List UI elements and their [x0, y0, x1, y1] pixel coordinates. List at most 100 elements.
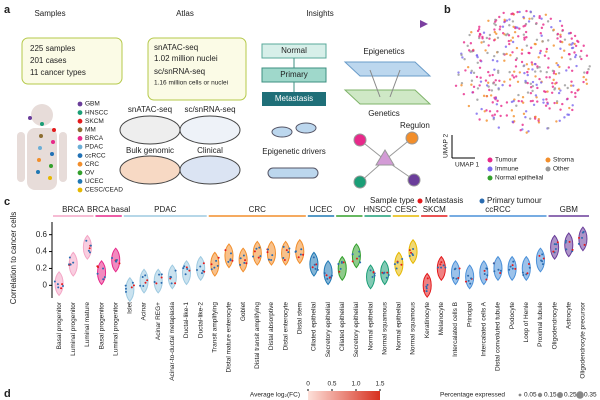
legend-title: Average log₂(FC)	[250, 392, 300, 399]
sample-dot	[115, 259, 118, 262]
umap-point	[529, 46, 533, 49]
organ-dot	[49, 164, 53, 168]
size-dot	[557, 392, 563, 398]
umap-point	[552, 72, 556, 75]
umap-point	[457, 71, 460, 74]
umap-point	[533, 42, 537, 46]
violin	[521, 255, 531, 282]
umap-point	[515, 75, 518, 78]
umap-point	[471, 91, 475, 94]
umap-point	[534, 94, 538, 97]
sample-dot	[158, 273, 161, 276]
umap-point	[570, 90, 573, 94]
umap-point	[480, 107, 483, 111]
umap-point	[583, 71, 586, 74]
sample-dot	[582, 230, 585, 233]
x-tick-label: Luminal progenitor	[112, 301, 119, 356]
color-tick-label: 0	[306, 381, 310, 388]
umap-point	[582, 75, 585, 79]
umap-point	[571, 108, 574, 112]
organ-dot	[38, 146, 42, 150]
umap-point	[497, 126, 501, 129]
data-type-label: snATAC-seq	[128, 105, 172, 114]
umap-point	[468, 33, 471, 37]
sample-dot	[312, 256, 315, 259]
umap-point	[515, 46, 519, 50]
umap-point	[569, 31, 572, 35]
size-dot	[576, 391, 584, 399]
sample-dot	[410, 251, 413, 254]
x-tick-label: Distal convoluted tubule	[495, 302, 502, 371]
violin	[82, 234, 92, 260]
umap-point	[527, 20, 531, 23]
sample-dot	[408, 249, 411, 252]
umap-point	[502, 11, 505, 15]
umap-point	[531, 63, 534, 66]
umap-point	[516, 26, 519, 29]
umap-point	[546, 102, 549, 105]
sample-dot	[542, 257, 545, 260]
sample-dot	[124, 287, 127, 290]
violin	[196, 255, 206, 282]
umap-point	[551, 69, 555, 73]
sample-dot	[69, 263, 72, 266]
legend-label: SKCM	[85, 118, 104, 125]
legend-dot	[487, 175, 493, 181]
sample-dot	[425, 287, 428, 290]
sample-dot	[511, 264, 514, 267]
legend-label: ccRCC	[85, 152, 106, 159]
sample-dot	[372, 271, 375, 274]
sample-dot	[96, 265, 99, 268]
violin	[266, 240, 276, 266]
umap-point	[580, 49, 583, 53]
violin	[465, 264, 475, 290]
data-type-label: Bulk genomic	[126, 146, 174, 155]
umap-point	[539, 81, 543, 84]
violin	[479, 260, 489, 286]
x-tick-label: Acinar-to-ductal metaplasia	[169, 302, 176, 381]
box-text: 225 samples	[30, 44, 75, 53]
umap-point	[534, 22, 538, 26]
sample-dot	[522, 273, 525, 276]
sample-dot	[485, 278, 488, 281]
umap-point	[508, 70, 511, 74]
x-tick-label: Intercalated cells A	[481, 301, 488, 356]
x-tick-label: Normal squamous	[381, 301, 388, 354]
sample-dot	[467, 274, 470, 277]
sample-dot	[470, 277, 473, 280]
sample-dot	[457, 277, 460, 280]
umap-point	[523, 71, 526, 75]
sample-dot	[369, 269, 372, 272]
umap-point	[509, 54, 512, 57]
umap-point	[516, 80, 520, 83]
umap-point	[544, 90, 547, 94]
organ-dot	[50, 152, 54, 156]
umap-point	[558, 65, 561, 69]
sample-dot	[229, 252, 232, 255]
umap-point	[484, 49, 487, 52]
sample-dot	[252, 255, 255, 258]
sample-dot	[359, 261, 362, 264]
legend-title: Sample type	[370, 196, 415, 205]
sample-dot	[299, 253, 302, 256]
x-tick-label: Acinar REG+	[155, 302, 162, 340]
umap-point	[502, 52, 505, 56]
sample-dot	[216, 264, 219, 267]
umap-point	[525, 9, 528, 13]
x-tick-label: Principal	[466, 301, 473, 326]
x-tick-label: Melanocyte	[438, 302, 445, 336]
samples-box	[21, 37, 123, 85]
umap-point	[561, 28, 565, 32]
umap-point	[491, 73, 494, 77]
sample-dot	[499, 271, 502, 274]
sample-dot	[227, 260, 230, 263]
violin	[281, 240, 291, 266]
umap-point	[520, 60, 524, 64]
umap-point	[524, 79, 527, 83]
sample-dot	[483, 272, 486, 275]
panel-label: d	[4, 388, 11, 400]
umap-point	[572, 84, 575, 87]
legend-label: UCEC	[85, 178, 104, 185]
box-text: 201 cases	[30, 56, 66, 65]
x-tick-label: Transit amplifying	[212, 302, 219, 353]
